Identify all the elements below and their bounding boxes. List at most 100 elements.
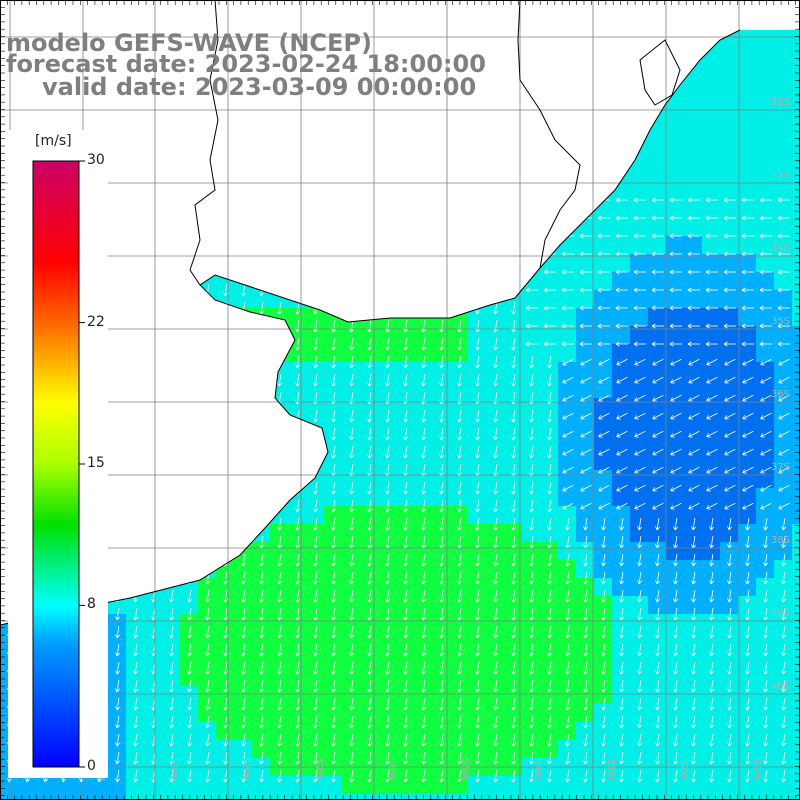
- wind-arrow: [529, 428, 535, 441]
- field-cell: [630, 740, 648, 758]
- wind-arrow: [475, 482, 481, 495]
- field-cell: [774, 218, 792, 236]
- field-cell: [558, 776, 576, 794]
- field-cell: [576, 434, 594, 452]
- wind-arrow: [673, 626, 679, 639]
- wind-arrow: [727, 734, 733, 747]
- wind-arrow: [385, 590, 391, 603]
- field-cell: [522, 740, 540, 758]
- field-cell: [594, 722, 612, 740]
- field-cell: [468, 506, 486, 524]
- field-cell: [702, 686, 720, 704]
- field-cell: [378, 560, 396, 578]
- field-cell: [270, 596, 288, 614]
- field-cell: [720, 524, 738, 542]
- wind-arrow: [187, 680, 193, 693]
- wind-arrow: [133, 734, 139, 747]
- field-cell: [594, 326, 612, 344]
- field-cell: [612, 542, 630, 560]
- field-cell: [720, 146, 738, 164]
- wind-arrow: [727, 680, 733, 693]
- field-cell: [414, 614, 432, 632]
- field-cell: [414, 722, 432, 740]
- wind-arrow: [673, 752, 679, 765]
- wind-arrow: [709, 536, 715, 549]
- field-cell: [756, 560, 774, 578]
- wind-arrow: [706, 358, 718, 366]
- field-cell: [126, 596, 144, 614]
- wind-arrow: [742, 448, 754, 456]
- field-cell: [612, 776, 630, 794]
- wind-arrow: [475, 374, 481, 387]
- field-cell: [648, 488, 666, 506]
- wind-arrow: [655, 662, 661, 675]
- wind-arrow: [670, 376, 682, 384]
- wind-arrow: [723, 197, 736, 203]
- wind-arrow: [670, 466, 682, 474]
- wind-arrow: [439, 536, 445, 549]
- field-cell: [594, 308, 612, 326]
- wind-arrow: [133, 752, 139, 765]
- wind-arrow: [223, 626, 229, 639]
- wind-arrow: [277, 572, 283, 585]
- field-cell: [684, 326, 702, 344]
- field-cell: [756, 452, 774, 470]
- wind-arrow: [688, 484, 700, 492]
- field-cell: [540, 434, 558, 452]
- wind-arrow: [633, 287, 646, 293]
- field-cell: [414, 344, 432, 362]
- wind-arrow: [615, 197, 628, 203]
- field-cell: [450, 740, 468, 758]
- field-cell: [342, 632, 360, 650]
- field-cell: [684, 776, 702, 794]
- wind-arrow: [493, 698, 499, 711]
- wind-arrow: [349, 734, 355, 747]
- field-cell: [738, 488, 756, 506]
- field-cell: [774, 776, 792, 794]
- wind-arrow: [601, 680, 607, 693]
- wind-arrow: [673, 644, 679, 657]
- wind-arrow: [223, 770, 229, 783]
- field-cell: [666, 272, 684, 290]
- field-cell: [648, 416, 666, 434]
- field-cell: [756, 434, 774, 452]
- field-cell: [774, 128, 792, 146]
- wind-arrow: [760, 430, 772, 438]
- wind-arrow: [295, 356, 301, 369]
- field-cell: [666, 416, 684, 434]
- wind-arrow: [115, 770, 121, 783]
- field-cell: [288, 740, 306, 758]
- field-cell: [126, 686, 144, 704]
- wind-arrow: [331, 554, 337, 567]
- field-cell: [666, 110, 684, 128]
- field-cell: [504, 686, 522, 704]
- field-cell: [576, 254, 594, 272]
- wind-arrow: [598, 502, 610, 510]
- wind-arrow: [259, 608, 265, 621]
- wind-arrow: [688, 430, 700, 438]
- wind-arrow: [457, 482, 463, 495]
- wind-arrow: [457, 500, 463, 513]
- field-cell: [72, 794, 90, 800]
- field-cell: [774, 794, 792, 800]
- field-cell: [324, 470, 342, 488]
- wind-arrow: [525, 287, 538, 293]
- field-cell: [666, 398, 684, 416]
- wind-arrow: [706, 376, 718, 384]
- field-cell: [414, 686, 432, 704]
- wind-arrow: [759, 341, 772, 347]
- field-cell: [774, 164, 792, 182]
- wind-arrow: [652, 484, 664, 492]
- field-cell: [594, 272, 612, 290]
- lagoa-mirim: [639, 39, 681, 106]
- wind-arrow: [277, 698, 283, 711]
- field-cell: [702, 524, 720, 542]
- wind-arrow: [529, 644, 535, 657]
- wind-arrow: [511, 752, 517, 765]
- wind-arrow: [706, 394, 718, 402]
- field-cell: [504, 326, 522, 344]
- field-cell: [702, 362, 720, 380]
- field-cell: [684, 506, 702, 524]
- wind-arrow: [313, 410, 319, 423]
- wind-arrow: [439, 626, 445, 639]
